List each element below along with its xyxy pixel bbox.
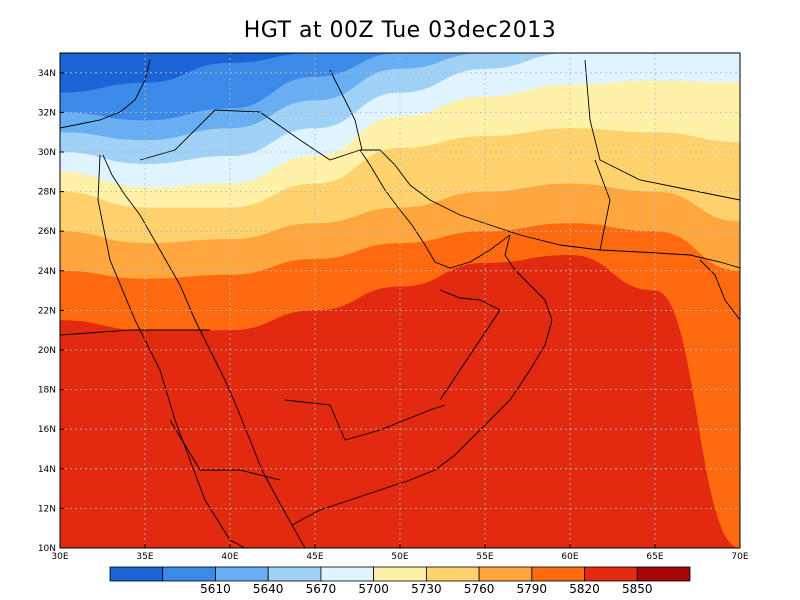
coastline-africa-west: [97, 154, 246, 548]
coastline-iran: [360, 149, 740, 269]
coastline-borders: [60, 59, 740, 548]
colorbar-label: 5850: [622, 582, 653, 596]
lat-tick-label: 22N: [38, 306, 56, 316]
lat-tick-label: 10N: [38, 544, 56, 554]
border-egypt-sudan: [60, 329, 210, 336]
colorbar-swatch: [478, 566, 533, 582]
colorbar-swatch: [531, 566, 585, 582]
border-saudi-oman: [439, 289, 501, 401]
colorbar-swatch: [162, 566, 216, 582]
lat-tick-label: 12N: [38, 504, 56, 514]
colorbar-swatch: [425, 566, 480, 582]
border-ethiopia: [169, 419, 281, 481]
lon-tick-label: 70E: [731, 552, 748, 562]
coastline-india: [699, 259, 740, 321]
coastline-gulf: [359, 149, 511, 269]
colorbar-label: 5730: [411, 582, 442, 596]
colorbar-swatch: [267, 566, 322, 582]
lat-tick-label: 28N: [38, 188, 56, 198]
colorbar-label: 5700: [358, 582, 389, 596]
longitude-labels: 30E 35E 40E 45E 50E 55E 60E 65E 70E: [51, 544, 749, 562]
lon-tick-label: 55E: [476, 552, 493, 562]
border-saudi-yemen: [284, 399, 446, 441]
lat-tick-label: 26N: [38, 227, 56, 237]
lat-tick-label: 30N: [38, 148, 56, 158]
colorbar-label: 5670: [306, 582, 337, 596]
border-iraq-iran: [329, 69, 363, 151]
colorbar-swatch: [109, 566, 164, 582]
lat-tick-label: 20N: [38, 346, 56, 356]
lat-tick-label: 32N: [38, 108, 56, 118]
colorbar-swatch: [320, 566, 375, 582]
latitude-labels: 10N 12N 14N 16N 18N 20N 22N 24N 26N 28N 30N 32N 34N: [38, 69, 64, 554]
colorbar-label: 5820: [569, 582, 600, 596]
coastline-oman: [504, 234, 553, 321]
map-title: HGT at 00Z Tue 03dec2013: [243, 18, 557, 43]
lon-tick-label: 50E: [391, 552, 408, 562]
lon-tick-label: 30E: [51, 552, 68, 562]
colorbar-label: 5760: [464, 582, 495, 596]
lon-tick-label: 65E: [646, 552, 663, 562]
colorbar-label: 5610: [200, 582, 231, 596]
lon-tick-label: 60E: [561, 552, 578, 562]
colorbar: 5610 5640 5670 5700 5730 5760 5790 5820 5850: [109, 566, 691, 596]
border-iran-pakistan: [594, 159, 611, 251]
colorbar-swatch: [373, 566, 427, 582]
lat-tick-label: 18N: [38, 386, 56, 396]
lon-tick-label: 35E: [136, 552, 153, 562]
lat-tick-label: 14N: [38, 465, 56, 475]
lat-lon-grid: [60, 53, 740, 548]
colorbar-swatch: [636, 566, 691, 582]
lat-tick-label: 34N: [38, 69, 56, 79]
lat-tick-label: 16N: [38, 425, 56, 435]
coastline-arabia-south: [291, 319, 553, 526]
colorbar-label: 5790: [517, 582, 548, 596]
lon-tick-label: 40E: [221, 552, 238, 562]
colorbar-swatch: [215, 566, 269, 582]
colorbar-label: 5640: [253, 582, 284, 596]
lat-tick-label: 24N: [38, 267, 56, 277]
colorbar-swatch: [584, 566, 638, 582]
lon-tick-label: 45E: [306, 552, 323, 562]
border-afghanistan-pakistan: [584, 59, 740, 201]
